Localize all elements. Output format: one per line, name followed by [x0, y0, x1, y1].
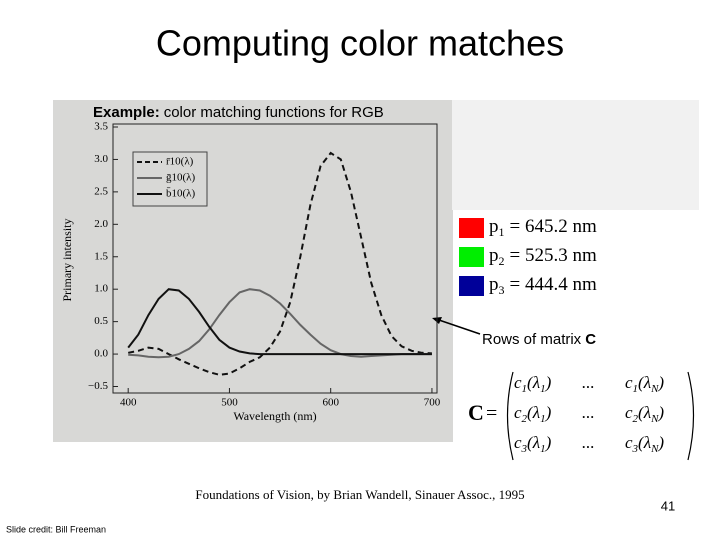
- x-tick-label: 600: [322, 397, 339, 409]
- matrix-subscript: 1: [540, 383, 546, 395]
- legend-label: b̄10(λ): [166, 187, 195, 199]
- y-tick-label: 3.0: [94, 153, 108, 165]
- primary-swatch: [459, 247, 484, 267]
- matrix-text: ): [657, 433, 664, 452]
- primary-symbol: p: [489, 245, 499, 266]
- arrow: [435, 318, 481, 335]
- matrix-text: (λ: [527, 433, 540, 452]
- matrix-entry: c1(λN): [625, 373, 664, 395]
- slide-title: Computing color matches: [156, 23, 564, 64]
- y-tick-label: −0.5: [88, 380, 108, 392]
- y-tick-label: 2.5: [94, 185, 108, 197]
- matrix-text: c: [514, 433, 522, 452]
- matrix-subscript: N: [650, 413, 659, 425]
- matrix-subscript: 2: [522, 413, 528, 425]
- matrix-entry: ...: [582, 373, 595, 392]
- example-text: color matching functions for RGB: [164, 104, 384, 121]
- x-tick-label: 500: [221, 397, 238, 409]
- matrix-text: ): [545, 403, 552, 422]
- matrix-subscript: 2: [633, 413, 639, 425]
- y-tick-label: 1.5: [94, 250, 108, 262]
- matrix-subscript: N: [650, 383, 659, 395]
- matrix-entry: c1(λ1): [514, 373, 552, 395]
- matrix-bracket: [506, 371, 514, 461]
- primary-value: = 444.4 nm: [510, 274, 597, 295]
- matrix-text: (λ: [638, 403, 651, 422]
- figure-background: [53, 100, 453, 442]
- primary-label: p1 = 645.2 nm: [489, 216, 597, 238]
- primary-swatch: [459, 276, 484, 296]
- matrix-eq: =: [486, 403, 497, 425]
- matrix-subscript: 1: [522, 383, 528, 395]
- matrix-subscript: 1: [540, 443, 546, 455]
- matrix-lhs: C: [468, 400, 484, 425]
- y-tick-label: 1.0: [94, 283, 108, 295]
- matrix-text: ): [657, 403, 664, 422]
- matrix-text: c: [625, 433, 633, 452]
- matrix-text: (λ: [527, 373, 540, 392]
- matrix-entry: c3(λ1): [514, 433, 552, 455]
- matrix-entry: c3(λN): [625, 433, 664, 455]
- primary-symbol: p: [489, 216, 499, 237]
- series-line: [128, 288, 432, 359]
- citation: Foundations of Vision, by Brian Wandell,…: [195, 487, 524, 502]
- matrix-subscript: 1: [633, 383, 639, 395]
- matrix-text: c: [625, 373, 633, 392]
- matrix-text: c: [625, 403, 633, 422]
- matrix-text: (λ: [638, 373, 651, 392]
- primary-subscript: 1: [499, 225, 505, 239]
- x-axis-label: Wavelength (nm): [233, 409, 316, 423]
- matrix-entry: c2(λN): [625, 403, 664, 425]
- matrix-text: c: [514, 403, 522, 422]
- y-tick-label: 0.5: [94, 315, 108, 327]
- matrix-entry: ...: [582, 403, 595, 422]
- matrix-text: (λ: [638, 433, 651, 452]
- x-tick-label: 400: [120, 397, 137, 409]
- matrix-bracket: [687, 371, 695, 461]
- legend-box: [132, 151, 208, 207]
- legend-label: ḡ10(λ): [166, 172, 195, 184]
- primary-label: p3 = 444.4 nm: [489, 274, 597, 296]
- matrix-subscript: 3: [521, 443, 528, 455]
- matrix-subscript: 1: [540, 413, 546, 425]
- rows-note: Rows of matrix C: [482, 331, 596, 348]
- matrix-text: ): [545, 373, 552, 392]
- primary-value: = 645.2 nm: [510, 216, 597, 237]
- figure-background: [452, 100, 699, 210]
- y-axis-label: Primary intensity: [60, 219, 74, 302]
- matrix-text: ): [657, 373, 664, 392]
- example-caption: Example: color matching functions for RGB: [93, 104, 384, 121]
- rows-note-text: Rows of matrix: [482, 331, 582, 348]
- primary-swatch: [459, 218, 484, 238]
- matrix-text: ...: [582, 373, 595, 392]
- primary-subscript: 2: [499, 254, 505, 268]
- y-tick-label: 3.5: [94, 121, 108, 133]
- rows-note-bold: C: [585, 331, 596, 348]
- primary-subscript: 3: [499, 283, 505, 297]
- y-tick-label: 0.0: [94, 348, 108, 360]
- series-line: [128, 151, 432, 376]
- matrix-subscript: N: [650, 443, 659, 455]
- primary-symbol: p: [489, 274, 499, 295]
- example-bold: Example:: [93, 104, 160, 121]
- matrix-entry: ...: [582, 433, 595, 452]
- matrix-text: c: [514, 373, 522, 392]
- primary-value: = 525.3 nm: [510, 245, 597, 266]
- matrix-subscript: 3: [632, 443, 639, 455]
- y-tick-label: 2.0: [94, 218, 108, 230]
- credit: Slide credit: Bill Freeman: [6, 524, 106, 534]
- matrix-text: ): [545, 433, 552, 452]
- matrix-text: ...: [582, 433, 595, 452]
- page-number: 41: [661, 498, 675, 513]
- matrix-entry: c2(λ1): [514, 403, 552, 425]
- matrix-text: (λ: [527, 403, 540, 422]
- primary-label: p2 = 525.3 nm: [489, 245, 597, 267]
- matrix-text: ...: [582, 403, 595, 422]
- plot-frame: [112, 123, 438, 394]
- legend-label: r̄10(λ): [166, 156, 194, 168]
- x-tick-label: 700: [424, 397, 441, 409]
- series-line: [127, 288, 432, 356]
